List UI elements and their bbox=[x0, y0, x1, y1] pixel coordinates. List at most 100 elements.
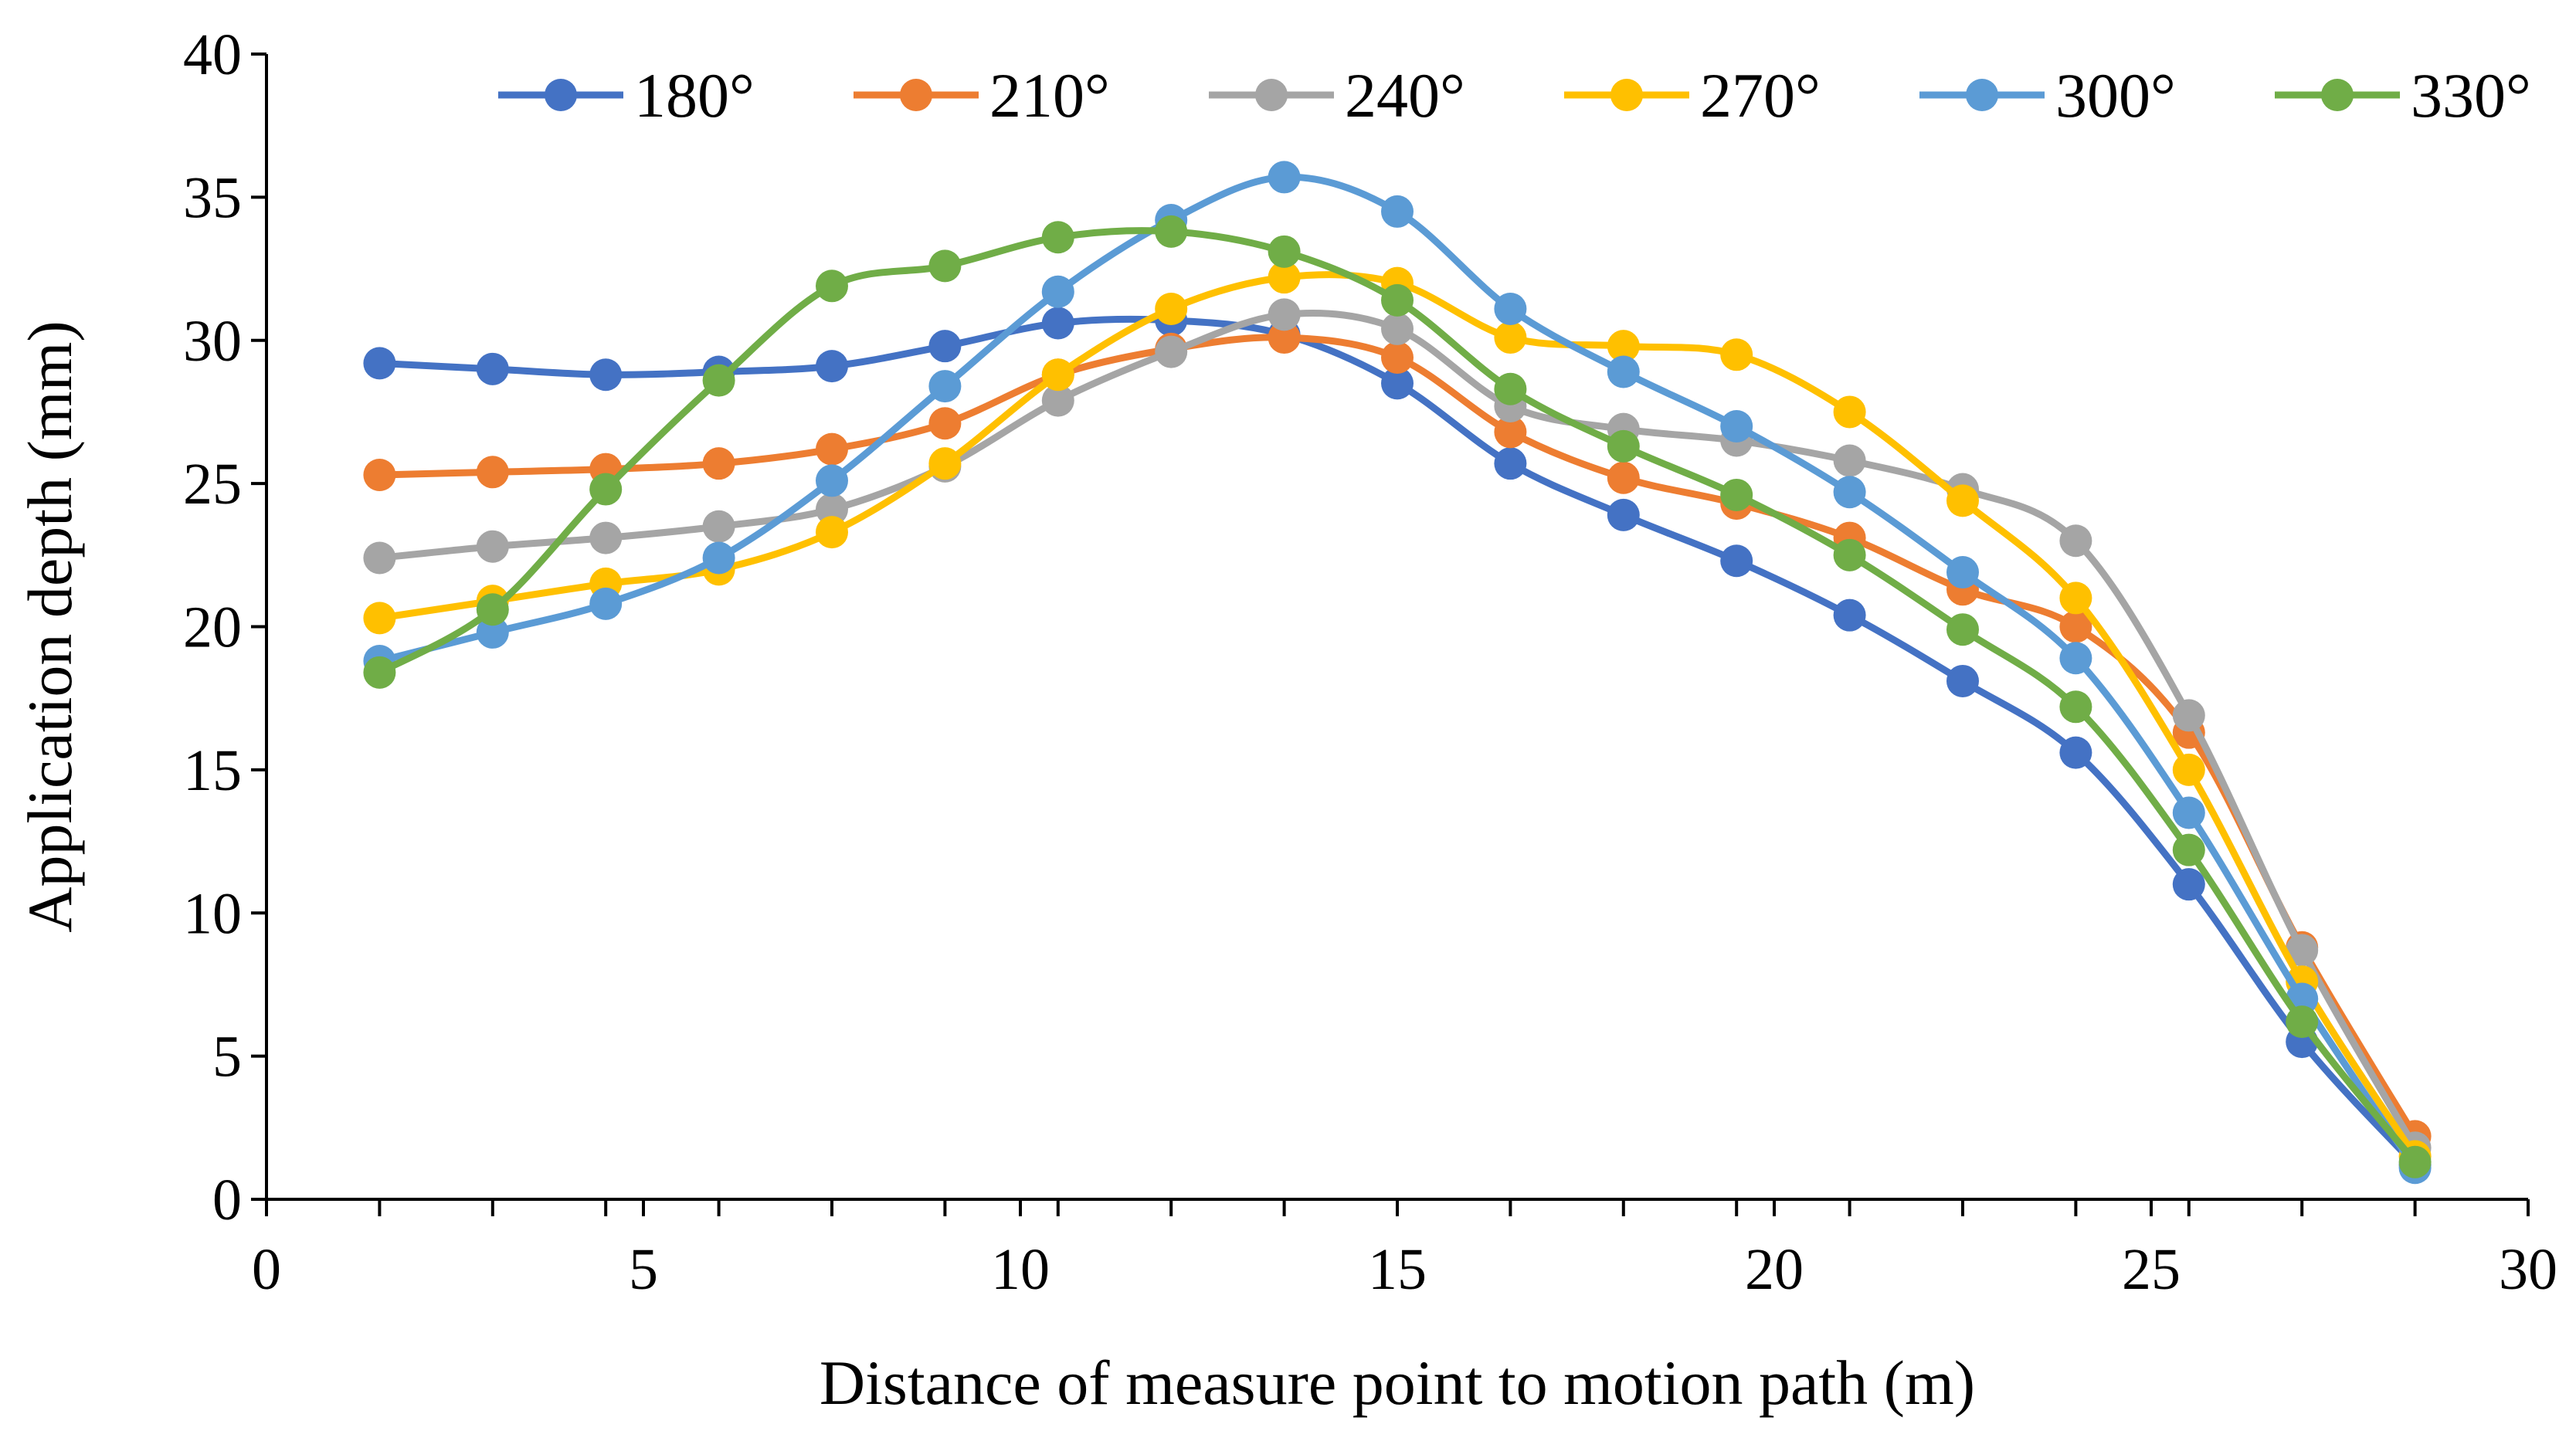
data-point bbox=[816, 516, 848, 549]
data-point bbox=[928, 407, 962, 440]
data-point bbox=[928, 330, 962, 363]
data-point bbox=[1041, 384, 1074, 417]
data-point bbox=[1833, 476, 1866, 509]
data-point bbox=[1946, 556, 1979, 589]
x-tick-label: 20 bbox=[1745, 1237, 1804, 1302]
data-point bbox=[2172, 868, 2205, 901]
data-point bbox=[1381, 367, 1414, 400]
legend-swatch-marker bbox=[545, 79, 577, 111]
data-point bbox=[363, 541, 396, 575]
data-point bbox=[1946, 613, 1979, 646]
data-point bbox=[1833, 444, 1866, 477]
data-point bbox=[2286, 1005, 2319, 1039]
data-point bbox=[1720, 409, 1753, 442]
data-point bbox=[2059, 642, 2092, 675]
data-point bbox=[702, 447, 735, 480]
data-point bbox=[1720, 478, 1753, 511]
data-point bbox=[589, 587, 623, 620]
y-tick-label: 20 bbox=[183, 595, 242, 660]
series-330deg bbox=[363, 215, 2432, 1178]
data-point bbox=[928, 447, 962, 480]
series-210deg bbox=[363, 321, 2432, 1153]
data-point bbox=[1607, 355, 1640, 388]
data-point bbox=[1607, 330, 1640, 363]
legend-label: 330° bbox=[2411, 60, 2531, 131]
y-tick-label: 40 bbox=[183, 22, 242, 87]
data-point bbox=[1494, 447, 1527, 480]
data-point bbox=[1720, 338, 1753, 371]
data-point bbox=[816, 432, 848, 466]
data-point bbox=[1155, 215, 1188, 248]
x-tick-label: 0 bbox=[252, 1237, 281, 1302]
data-point bbox=[1494, 415, 1527, 449]
y-tick-label: 0 bbox=[212, 1168, 242, 1232]
legend-swatch-marker bbox=[1610, 79, 1643, 111]
y-tick-label: 5 bbox=[212, 1025, 242, 1090]
data-point bbox=[363, 656, 396, 689]
legend-item: 210° bbox=[854, 60, 1110, 131]
legend-label: 210° bbox=[989, 60, 1110, 131]
data-point bbox=[2172, 699, 2205, 732]
data-point bbox=[816, 493, 848, 526]
y-axis-ticks: 0 5 10 15 20 25 30 35 40 bbox=[183, 22, 266, 1232]
data-point bbox=[476, 352, 509, 385]
data-point bbox=[1607, 429, 1640, 463]
y-tick-label: 10 bbox=[183, 881, 242, 946]
data-point bbox=[816, 270, 848, 303]
data-point bbox=[1041, 358, 1074, 392]
data-point bbox=[702, 510, 735, 543]
y-axis-title: Application depth (mm) bbox=[15, 320, 85, 933]
data-point bbox=[2286, 934, 2319, 967]
data-point bbox=[2398, 1145, 2432, 1178]
data-point bbox=[1833, 395, 1866, 429]
y-tick-label: 35 bbox=[183, 165, 242, 230]
x-tick-label: 15 bbox=[1368, 1237, 1427, 1302]
y-tick-label: 15 bbox=[183, 738, 242, 803]
data-point bbox=[1041, 275, 1074, 308]
data-point bbox=[2172, 753, 2205, 786]
legend-swatch-marker bbox=[1966, 79, 1998, 111]
series-line bbox=[375, 334, 2419, 1140]
data-point bbox=[816, 350, 848, 383]
data-point bbox=[1268, 321, 1301, 354]
data-point bbox=[589, 521, 623, 554]
series-line bbox=[375, 309, 2419, 1151]
series-line bbox=[375, 173, 2419, 1171]
data-point bbox=[476, 615, 509, 649]
x-axis-title: Distance of measure point to motion path… bbox=[820, 1348, 1975, 1418]
legend-item: 240° bbox=[1209, 60, 1465, 131]
legend-item: 300° bbox=[1919, 60, 2176, 131]
data-point bbox=[2172, 796, 2205, 829]
data-point bbox=[816, 464, 848, 497]
data-point bbox=[1268, 161, 1301, 194]
legend: 180° 210° 240° 270° 300° 330° bbox=[498, 60, 2531, 131]
legend-swatch-marker bbox=[900, 79, 932, 111]
x-tick-label: 5 bbox=[629, 1237, 658, 1302]
data-point bbox=[1041, 221, 1074, 254]
data-point bbox=[1041, 307, 1074, 340]
data-point bbox=[2059, 581, 2092, 615]
data-point bbox=[2059, 524, 2092, 558]
data-point bbox=[702, 364, 735, 397]
legend-item: 180° bbox=[498, 60, 755, 131]
data-point bbox=[1833, 598, 1866, 632]
legend-label: 180° bbox=[634, 60, 755, 131]
legend-label: 300° bbox=[2055, 60, 2176, 131]
data-point bbox=[1494, 292, 1527, 325]
data-point bbox=[1946, 484, 1979, 517]
data-point bbox=[476, 530, 509, 563]
data-point bbox=[363, 347, 396, 380]
data-point bbox=[1946, 664, 1979, 697]
data-point bbox=[1155, 335, 1188, 368]
data-point bbox=[1494, 372, 1527, 405]
data-point bbox=[589, 473, 623, 506]
data-point bbox=[1494, 321, 1527, 354]
x-tick-label: 30 bbox=[2499, 1237, 2557, 1302]
data-point bbox=[928, 370, 962, 403]
data-point bbox=[1607, 498, 1640, 531]
data-point bbox=[2059, 736, 2092, 769]
data-point bbox=[1381, 312, 1414, 345]
data-point bbox=[363, 459, 396, 492]
x-tick-label: 25 bbox=[2122, 1237, 2181, 1302]
